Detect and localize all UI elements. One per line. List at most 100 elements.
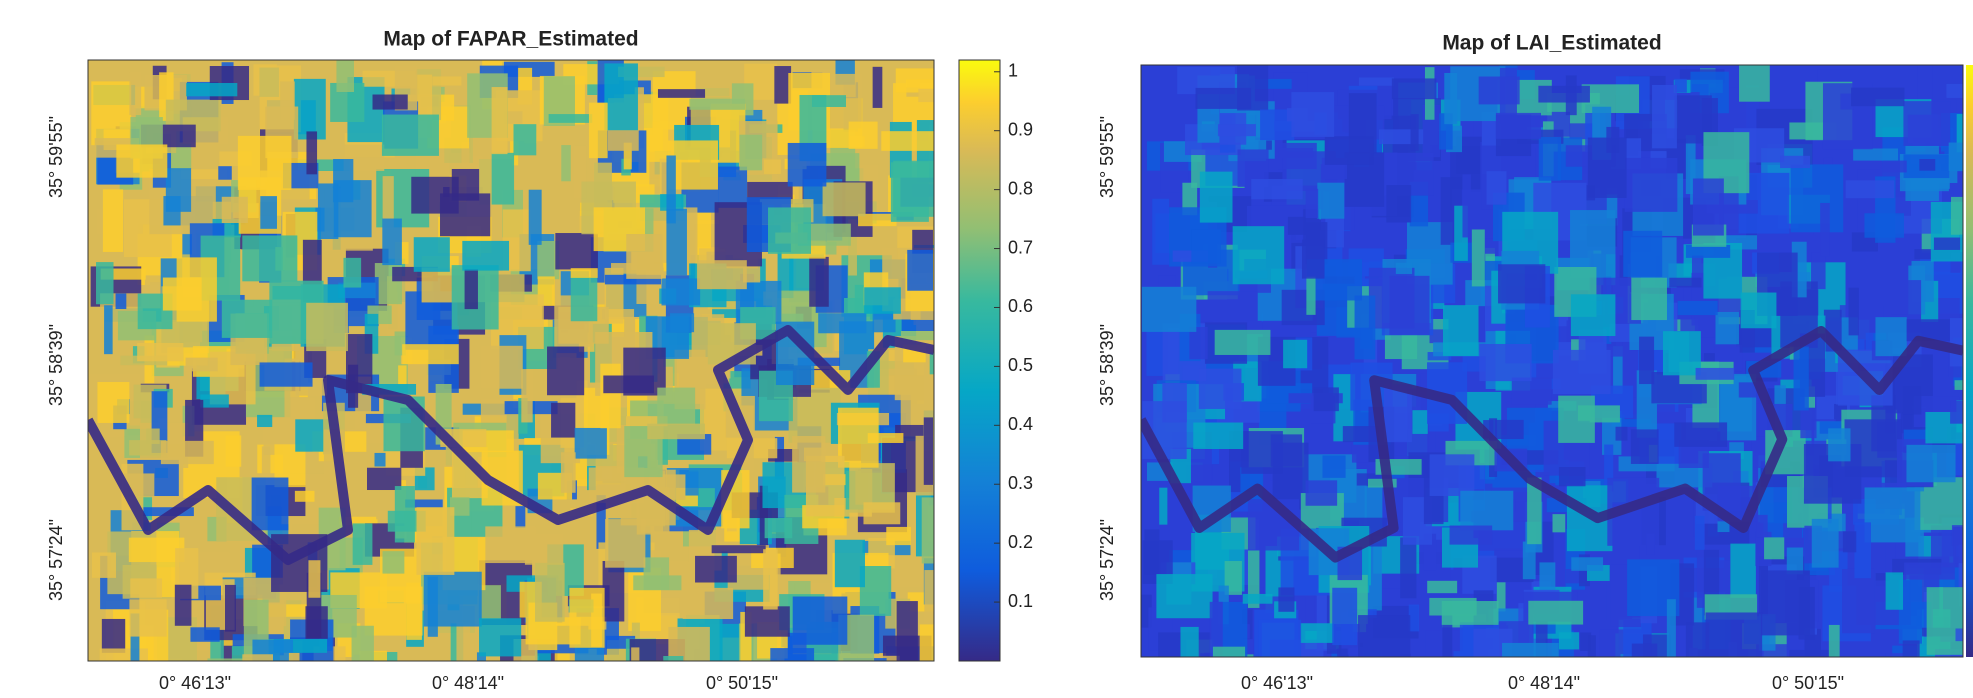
- field: [1462, 174, 1470, 237]
- field: [695, 556, 737, 583]
- colorbar: [959, 60, 1000, 661]
- colorbar-tick-label: 0.7: [1008, 237, 1033, 257]
- colorbar-tick-label: 0.1: [1008, 591, 1033, 611]
- field: [1886, 653, 1903, 688]
- field: [657, 388, 695, 425]
- field: [683, 588, 733, 619]
- field: [631, 647, 639, 693]
- fapar-map: [88, 60, 984, 693]
- field: [535, 563, 565, 622]
- field: [1479, 77, 1520, 105]
- colorbar-tick-label: 0.6: [1008, 296, 1033, 316]
- colorbar-tick-label: 0.2: [1008, 532, 1033, 552]
- field: [1300, 623, 1334, 643]
- colorbar-tick-label: 0.9: [1008, 119, 1033, 139]
- field: [668, 627, 709, 683]
- field: [863, 502, 900, 524]
- field: [792, 436, 825, 493]
- field: [916, 436, 959, 496]
- field: [402, 344, 459, 364]
- field: [1927, 587, 1966, 655]
- field: [1588, 635, 1596, 693]
- field: [1193, 423, 1243, 449]
- field: [1358, 615, 1410, 678]
- field: [745, 606, 790, 636]
- field: [1559, 467, 1586, 486]
- field: [1396, 263, 1412, 274]
- field: [1903, 386, 1922, 414]
- page: {"panels": [ {"title": "Map of FAPAR_Est…: [0, 0, 1973, 693]
- field: [1314, 387, 1339, 411]
- field: [600, 364, 620, 429]
- field: [907, 250, 933, 291]
- field: [663, 656, 683, 675]
- field: [440, 193, 490, 236]
- field: [763, 549, 778, 609]
- field: [1460, 491, 1513, 531]
- field: [1215, 330, 1271, 355]
- field: [1639, 337, 1654, 384]
- field: [1322, 455, 1345, 477]
- field: [549, 114, 593, 123]
- field: [525, 534, 563, 565]
- field: [1843, 531, 1856, 552]
- field: [515, 506, 525, 528]
- field: [353, 523, 373, 564]
- field: [1258, 620, 1301, 679]
- field: [1571, 294, 1616, 336]
- field: [100, 648, 148, 693]
- field: [1196, 88, 1252, 109]
- y-tick-label: 35° 58'39": [46, 324, 66, 406]
- field: [1444, 73, 1457, 124]
- field: [373, 659, 390, 693]
- field: [218, 166, 231, 180]
- field: [697, 260, 747, 289]
- field: [242, 235, 297, 281]
- field: [1251, 179, 1303, 199]
- field: [835, 540, 865, 587]
- field: [1332, 588, 1357, 645]
- field: [1199, 369, 1242, 409]
- field: [166, 168, 191, 212]
- field: [1663, 331, 1701, 375]
- field: [238, 136, 292, 190]
- field: [116, 144, 167, 177]
- field: [1631, 429, 1659, 464]
- field: [161, 441, 214, 464]
- field: [129, 599, 166, 636]
- field: [1359, 77, 1394, 85]
- field: [1674, 422, 1727, 446]
- field: [432, 76, 461, 85]
- field: [1337, 649, 1347, 671]
- field: [1283, 340, 1307, 368]
- field: [931, 181, 959, 209]
- field: [521, 369, 532, 422]
- field: [1325, 136, 1374, 165]
- field: [1512, 378, 1552, 405]
- field: [1678, 301, 1718, 315]
- field: [1528, 601, 1583, 625]
- field: [571, 268, 598, 278]
- field: [626, 234, 662, 279]
- field: [308, 560, 320, 598]
- field: [1400, 537, 1416, 598]
- field: [551, 403, 575, 438]
- field: [374, 453, 385, 467]
- field: [1632, 644, 1658, 693]
- field: [1739, 65, 1770, 102]
- field: [226, 435, 241, 466]
- field: [103, 189, 123, 252]
- field: [1271, 434, 1302, 466]
- field: [670, 313, 694, 332]
- field: [1606, 127, 1619, 153]
- field: [1904, 563, 1955, 580]
- field: [1204, 653, 1235, 693]
- field: [1842, 569, 1874, 633]
- field: [661, 278, 700, 305]
- field: [1820, 203, 1830, 257]
- field: [260, 362, 313, 386]
- field: [1794, 347, 1809, 411]
- field: [1652, 85, 1677, 148]
- field: [800, 660, 836, 693]
- field: [96, 262, 113, 304]
